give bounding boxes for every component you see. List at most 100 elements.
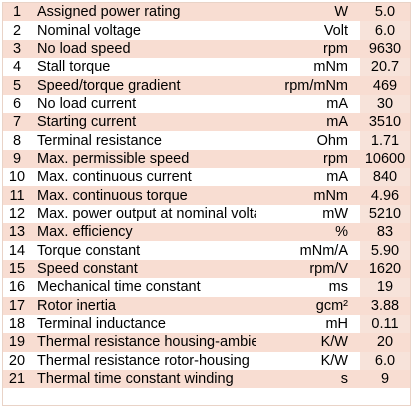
table-row: 3 No load speed rpm 9630 [3, 39, 410, 59]
row-number: 16 [3, 278, 29, 297]
parameter-value: 840 [360, 168, 410, 187]
parameter-unit: Ohm [256, 131, 360, 150]
row-number: 8 [3, 131, 29, 150]
row-number: 6 [3, 94, 29, 114]
parameter-unit: mA [256, 113, 360, 132]
table-row: 17 Rotor inertia gcm² 3.88 [3, 296, 410, 315]
parameter-name: Stall torque [29, 58, 256, 77]
row-number: 3 [3, 39, 29, 59]
parameter-name: Speed constant [29, 259, 256, 279]
parameter-unit: gcm² [256, 296, 360, 315]
parameter-unit: mNm [256, 58, 360, 77]
table-row: 20 Thermal resistance rotor-housing K/W 6.0 [3, 351, 410, 370]
parameter-value: 0.11 [360, 314, 410, 334]
table-row: 7 Starting current mA 3510 [3, 113, 410, 132]
row-number: 4 [3, 58, 29, 77]
table-row: 15 Speed constant rpm/V 1620 [3, 259, 410, 279]
parameter-unit: mA [256, 168, 360, 187]
parameter-unit: mA [256, 94, 360, 114]
parameter-name: Nominal voltage [29, 21, 256, 40]
parameter-value: 5.90 [360, 241, 410, 260]
parameter-value: 10600 [360, 149, 410, 169]
parameter-name: Terminal resistance [29, 131, 256, 150]
parameter-value: 6.0 [360, 351, 410, 370]
parameter-value: 9 [360, 369, 410, 389]
parameter-name: Max. continuous current [29, 168, 256, 187]
table-row: 11 Max. continuous torque mNm 4.96 [3, 186, 410, 205]
table-row: 13 Max. efficiency% 83 [3, 223, 410, 242]
table-row: 16 Mechanical time constant ms 19 [3, 278, 410, 297]
parameter-value: 5210 [360, 204, 410, 224]
row-number: 7 [3, 113, 29, 132]
parameter-name: Rotor inertia [29, 296, 256, 315]
table-row: 2 Nominal voltage Volt 6.0 [3, 21, 410, 40]
parameter-value: 3.88 [360, 296, 410, 315]
parameter-value: 1620 [360, 259, 410, 279]
parameter-unit: mW [256, 204, 360, 224]
parameter-unit: mNm/A [256, 241, 360, 260]
parameter-name: Assigned power rating [29, 3, 256, 22]
row-number: 2 [3, 21, 29, 40]
parameter-unit: K/W [256, 351, 360, 370]
parameter-name: Thermal time constant winding [29, 369, 256, 389]
parameter-value: 20.7 [360, 58, 410, 77]
parameter-value: 4.96 [360, 186, 410, 205]
parameter-unit: rpm/mNm [256, 76, 360, 95]
table-row: 10 Max. continuous current mA 840 [3, 168, 410, 187]
spec-table-body: 1 Assigned power rating W 5.0 2 Nominal volta… [3, 3, 410, 389]
row-number: 20 [3, 351, 29, 370]
parameter-value: 6.0 [360, 21, 410, 40]
parameter-name: Thermal resistance housing-ambient [29, 333, 256, 352]
row-number: 12 [3, 204, 29, 224]
parameter-value: 83 [360, 223, 410, 242]
table-row: 14 Torque constant mNm/A 5.90 [3, 241, 410, 260]
parameter-name: Max. efficiency [29, 223, 256, 242]
parameter-unit: % [256, 223, 360, 242]
row-number: 11 [3, 186, 29, 205]
row-number: 21 [3, 369, 29, 389]
parameter-name: Max. continuous torque [29, 186, 256, 205]
parameter-name: Speed/torque gradient [29, 76, 256, 95]
parameter-name: Mechanical time constant [29, 278, 256, 297]
table-row: 9 Max. permissible speed rpm 10600 [3, 149, 410, 169]
table-row: 8 Terminal resistance Ohm 1.71 [3, 131, 410, 150]
parameter-name: Terminal inductance [29, 314, 256, 334]
row-number: 18 [3, 314, 29, 334]
parameter-name: Thermal resistance rotor-housing [29, 351, 256, 370]
parameter-value: 20 [360, 333, 410, 352]
parameter-value: 3510 [360, 113, 410, 132]
table-row: 12 Max. power output at nominal voltage mW… [3, 204, 410, 224]
row-number: 14 [3, 241, 29, 260]
table-row: 6 No load current mA 30 [3, 94, 410, 114]
parameter-value: 19 [360, 278, 410, 297]
parameter-unit: K/W [256, 333, 360, 352]
parameter-name: Max. permissible speed [29, 149, 256, 169]
row-number: 17 [3, 296, 29, 315]
parameter-name: No load current [29, 94, 256, 114]
parameter-unit: mH [256, 314, 360, 334]
parameter-name: Max. power output at nominal voltage [29, 204, 256, 224]
row-number: 5 [3, 76, 29, 95]
parameter-unit: s [256, 369, 360, 389]
row-number: 1 [3, 3, 29, 22]
parameter-unit: rpm [256, 149, 360, 169]
parameter-unit: rpm [256, 39, 360, 59]
table-row: 4 Stall torque mNm 20.7 [3, 58, 410, 77]
row-number: 9 [3, 149, 29, 169]
parameter-value: 5.0 [360, 3, 410, 22]
parameter-unit: rpm/V [256, 259, 360, 279]
spec-table: 1 Assigned power rating W 5.0 2 Nominal volta… [3, 3, 410, 389]
parameter-unit: mNm [256, 186, 360, 205]
table-row: 18 Terminal inductance mH 0.11 [3, 314, 410, 334]
parameter-name: Torque constant [29, 241, 256, 260]
parameter-unit: Volt [256, 21, 360, 40]
table-row: 19 Thermal resistance housing-ambient K/W 2… [3, 333, 410, 352]
row-number: 13 [3, 223, 29, 242]
parameter-name: Starting current [29, 113, 256, 132]
parameter-value: 30 [360, 94, 410, 114]
table-row: 21 Thermal time constant winding s 9 [3, 369, 410, 389]
parameter-value: 1.71 [360, 131, 410, 150]
parameter-value: 469 [360, 76, 410, 95]
table-row: 5 Speed/torque gradient rpm/mNm 469 [3, 76, 410, 95]
